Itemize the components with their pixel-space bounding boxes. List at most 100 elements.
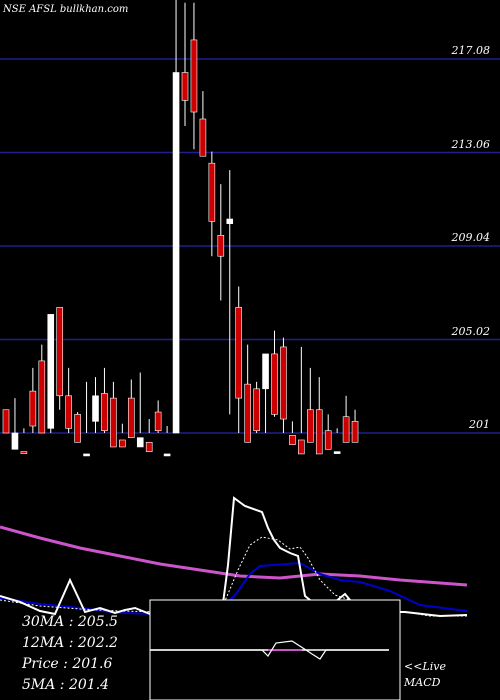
ma12-label: 12MA : 202.2 [22,635,118,651]
candle-17 [154,400,162,433]
candle-body [298,439,305,455]
candle-24 [217,184,225,301]
site-title: NSE AFSL bullkhan.com [3,4,129,15]
candle-14 [128,379,135,438]
macd-panel [149,599,401,700]
candle-34 [306,367,314,443]
candle-body [56,307,64,397]
candle-body [306,409,314,443]
candle-1 [11,398,19,450]
candle-2 [20,428,28,454]
candle-body [110,397,117,448]
candle-37 [333,428,341,454]
candle-body [289,435,296,445]
price-label: Price : 201.6 [22,656,113,672]
candle-body [324,430,332,450]
candle-11 [101,367,108,433]
candle-12 [110,381,117,448]
candle-4 [38,344,46,434]
candle-10 [92,377,99,433]
price-level-label: 209.04 [451,231,491,244]
candle-body [244,383,251,443]
candle-body [92,395,99,422]
candle-23 [208,151,216,257]
candle-18 [163,426,171,457]
candle-body [190,39,198,113]
candle-body [181,72,189,101]
candle-33 [298,346,305,455]
candle-28 [253,381,260,433]
candle-body [74,414,81,443]
candle-19 [172,0,180,434]
candle-body [253,388,260,431]
macd-label: MACD [404,676,441,689]
candle-3 [29,367,37,433]
candle-body [315,409,323,455]
candle-5 [47,314,55,433]
candle-body [101,393,108,431]
candle-body [83,453,90,457]
candle-body [342,416,350,443]
candle-body [226,218,234,224]
candle-body [351,421,359,443]
candle-9 [83,381,90,457]
candle-16 [145,419,153,452]
candle-36 [324,414,332,450]
candle-26 [235,286,242,433]
candle-0 [2,409,10,434]
price-level-label: 205.02 [451,324,491,338]
candle-body [235,307,242,399]
ma30-label: 30MA : 205.5 [22,614,118,630]
candle-32 [289,421,296,445]
candle-body [38,360,46,434]
candle-35 [315,377,323,455]
candle-body [199,118,207,157]
candle-39 [351,409,359,443]
ma-mid-line [0,561,468,615]
candle-22 [199,91,207,157]
candle-body [47,314,55,429]
candle-13 [119,423,126,448]
candle-25 [226,170,234,415]
candle-27 [244,344,251,443]
candle-body [20,451,28,454]
candle-6 [56,307,64,410]
candle-15 [136,372,144,448]
candle-8 [74,412,81,443]
candles [2,0,359,457]
price-line [0,496,468,618]
live-label: <<Live [404,660,446,673]
candle-body [208,162,216,222]
price-level-label: 217.08 [451,44,491,57]
candle-body [119,439,126,448]
ma5-label: 5MA : 201.4 [22,677,110,693]
candle-body [333,451,341,454]
candle-body [2,409,10,434]
candle-body [262,353,269,390]
macd-line [150,640,389,660]
candle-20 [181,2,189,126]
grid-lines [0,58,500,434]
price-level-label: 201 [469,418,490,431]
candle-body [154,411,162,431]
candle-7 [65,367,72,433]
candle-body [217,235,225,257]
candle-body [271,353,278,415]
price-dotted-line [0,536,467,617]
candle-30 [271,330,278,417]
price-level-label: 213.06 [451,137,491,151]
candle-body [29,390,37,427]
candle-21 [190,2,198,150]
candle-body [280,346,287,420]
candle-38 [342,395,350,443]
candle-body [128,397,135,438]
candle-31 [280,337,287,433]
candle-body [11,432,19,450]
indicator-lines [0,496,468,618]
candle-body [163,453,171,457]
candle-body [136,437,144,448]
candle-body [145,442,153,452]
candle-29 [262,353,269,433]
